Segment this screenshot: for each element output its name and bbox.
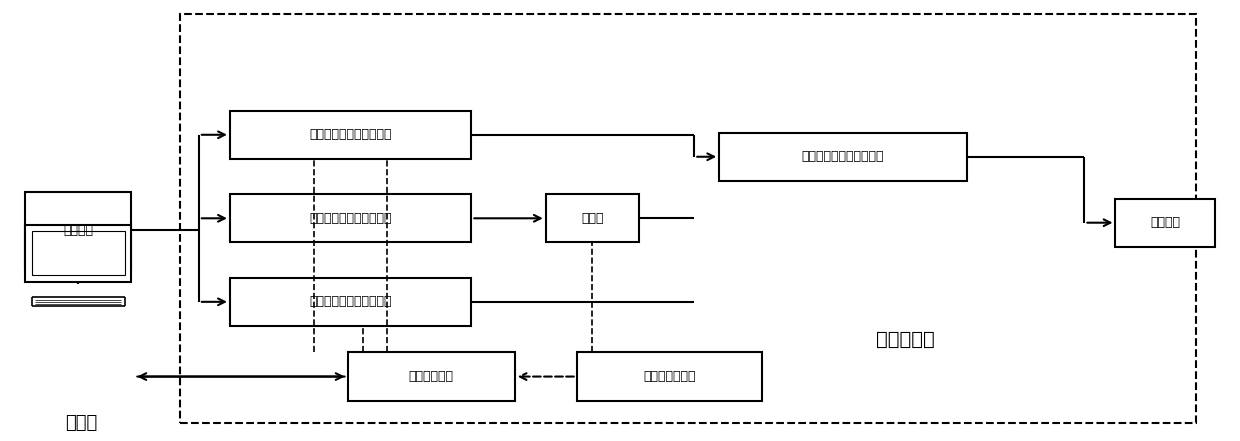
Bar: [546, 194, 639, 243]
Bar: [719, 133, 967, 181]
Bar: [229, 194, 471, 243]
Text: 下位机控制器: 下位机控制器: [409, 370, 454, 383]
Bar: [229, 278, 471, 326]
Text: 被检设备: 被检设备: [1149, 216, 1180, 229]
Text: 饱和器: 饱和器: [580, 212, 604, 225]
Bar: [32, 232, 124, 276]
Text: 湿度发生器: 湿度发生器: [875, 330, 934, 349]
Bar: [347, 352, 515, 401]
Text: 一级干气质量流量控制器: 一级干气质量流量控制器: [309, 128, 392, 141]
Text: 上位机: 上位机: [64, 414, 97, 431]
Text: 一级湿气质量流量控制器: 一级湿气质量流量控制器: [309, 212, 392, 225]
Text: 温度与压力测量: 温度与压力测量: [644, 370, 696, 383]
Text: 二级干气质量流量控制器: 二级干气质量流量控制器: [309, 295, 392, 308]
Bar: [577, 352, 763, 401]
Bar: [26, 192, 130, 269]
Bar: [1116, 198, 1214, 247]
Bar: [229, 111, 471, 159]
Bar: [180, 14, 1195, 423]
Text: 干气气源: 干气气源: [63, 224, 93, 237]
Text: 二级湿气质量流量控制器: 二级湿气质量流量控制器: [802, 150, 884, 163]
Bar: [26, 225, 130, 282]
